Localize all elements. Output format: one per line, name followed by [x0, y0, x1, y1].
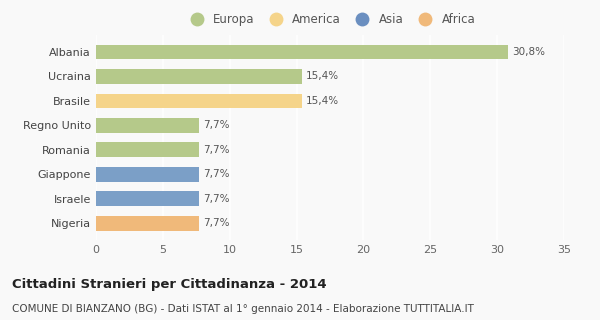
Bar	[96, 69, 302, 84]
Text: 7,7%: 7,7%	[203, 194, 229, 204]
Bar	[96, 191, 199, 206]
Bar	[96, 44, 508, 59]
Text: 7,7%: 7,7%	[203, 145, 229, 155]
Text: 7,7%: 7,7%	[203, 169, 229, 179]
Bar	[96, 167, 199, 182]
Text: 15,4%: 15,4%	[306, 96, 339, 106]
Bar	[96, 216, 199, 231]
Bar	[96, 142, 199, 157]
Text: COMUNE DI BIANZANO (BG) - Dati ISTAT al 1° gennaio 2014 - Elaborazione TUTTITALI: COMUNE DI BIANZANO (BG) - Dati ISTAT al …	[12, 304, 474, 314]
Legend: Europa, America, Asia, Africa: Europa, America, Asia, Africa	[180, 8, 480, 31]
Text: 15,4%: 15,4%	[306, 71, 339, 81]
Text: 30,8%: 30,8%	[512, 47, 545, 57]
Text: 7,7%: 7,7%	[203, 218, 229, 228]
Bar	[96, 93, 302, 108]
Text: 7,7%: 7,7%	[203, 120, 229, 130]
Bar	[96, 118, 199, 133]
Text: Cittadini Stranieri per Cittadinanza - 2014: Cittadini Stranieri per Cittadinanza - 2…	[12, 278, 326, 292]
